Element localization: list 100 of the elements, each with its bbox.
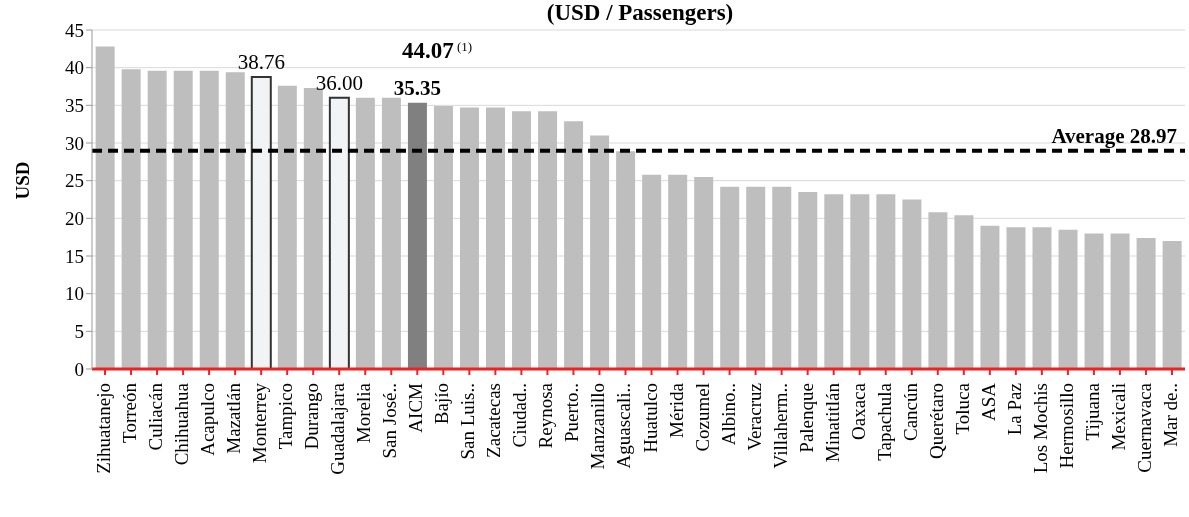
x-tick-label: Durango — [301, 383, 323, 450]
bar — [1006, 227, 1026, 369]
bar — [876, 194, 896, 369]
bar — [1084, 233, 1104, 369]
chart-title: (USD / Passengers) — [546, 0, 734, 25]
x-tick-label: Zihuatanejo — [93, 383, 115, 474]
ref-line-label: Average 28.97 — [1051, 123, 1177, 148]
bar — [277, 85, 297, 369]
data-label: 36.00 — [315, 70, 363, 95]
annotation: 44.07$^{(1)}$ — [401, 38, 473, 63]
x-tick-label: Tampico — [275, 383, 297, 450]
y-tick-label: 20 — [65, 208, 84, 230]
bar — [824, 194, 844, 369]
y-tick-label: 10 — [65, 283, 84, 305]
bar — [642, 174, 662, 369]
bar — [433, 106, 453, 369]
bar — [798, 191, 818, 369]
bar — [199, 70, 219, 369]
bar — [694, 176, 714, 369]
bar — [954, 215, 974, 369]
x-tick-label: Acapulco — [197, 383, 219, 456]
bar — [381, 97, 401, 369]
x-tick-label: Morelia — [353, 382, 375, 444]
bar — [590, 135, 610, 369]
bar — [1162, 240, 1182, 369]
x-tick-label: Mar de.. — [1159, 383, 1181, 447]
bar — [668, 174, 688, 369]
x-tick-label: Cozumel — [691, 383, 713, 452]
x-tick-label: Monterrey — [249, 382, 271, 464]
bar — [980, 225, 1000, 369]
x-tick-label: Tijuana — [1081, 382, 1103, 441]
bar — [173, 70, 193, 369]
x-tick-label: San José.. — [379, 383, 401, 459]
y-tick-label: 15 — [65, 245, 84, 267]
x-tick-label: Tapachula — [873, 382, 895, 461]
y-tick-label: 30 — [65, 132, 84, 154]
x-tick-label: AICM — [405, 382, 427, 433]
x-tick-label: Oaxaca — [847, 382, 869, 440]
bar — [1136, 237, 1156, 369]
x-tick-label: Torreón — [119, 382, 141, 443]
bar — [772, 186, 792, 369]
x-tick-label: Aguascali.. — [613, 383, 635, 469]
x-tick-label: Cuernavaca — [1133, 382, 1155, 473]
data-label: 35.35 — [393, 75, 442, 100]
bar — [850, 194, 870, 369]
y-tick-label: 40 — [65, 57, 84, 79]
x-tick-label: Manzanillo — [587, 383, 609, 470]
bar — [1110, 233, 1130, 369]
x-tick-label: Toluca — [951, 382, 973, 435]
y-tick-label: 35 — [65, 95, 84, 117]
x-tick-label: Ciudad.. — [509, 383, 531, 448]
x-tick-label: Hermosillo — [1055, 383, 1077, 469]
bar — [746, 186, 766, 369]
x-tick-label: Puerto.. — [561, 383, 583, 443]
bar — [902, 199, 922, 369]
x-tick-label: Villaherm.. — [769, 383, 791, 469]
bar — [486, 107, 505, 369]
bar — [303, 88, 323, 369]
x-tick-label: Veracruz — [743, 383, 765, 451]
y-tick-label: 25 — [65, 170, 84, 192]
bar — [147, 70, 167, 369]
x-tick-label: Mexicali — [1107, 383, 1129, 451]
y-tick-label: 5 — [74, 321, 84, 343]
y-tick-label: 45 — [65, 19, 84, 41]
bar — [225, 72, 245, 369]
x-tick-label: Querétaro — [925, 383, 947, 459]
x-tick-label: Cancún — [899, 382, 921, 442]
x-tick-label: La Paz — [1003, 383, 1025, 436]
x-tick-label: Zacatecas — [483, 383, 505, 458]
bar — [512, 111, 532, 369]
bar — [928, 212, 948, 369]
x-tick-label: ASA — [977, 382, 999, 422]
x-tick-label: Los Mochis — [1029, 383, 1051, 474]
bar — [564, 121, 584, 369]
x-tick-label: Minatitlán — [821, 382, 843, 463]
x-tick-label: Guadalajara — [327, 382, 349, 475]
x-tick-label: San Luis.. — [457, 383, 479, 460]
bar — [720, 186, 740, 369]
x-tick-label: Bajío — [431, 383, 453, 425]
x-tick-label: Mazatlán — [223, 382, 245, 454]
x-tick-label: Culiacán — [145, 382, 167, 451]
bar — [95, 46, 115, 369]
y-axis-title: USD — [11, 161, 33, 200]
x-tick-label: Palenque — [795, 383, 817, 453]
bar — [616, 151, 636, 369]
bar — [1032, 227, 1052, 369]
x-tick-label: Reynosa — [535, 382, 557, 449]
bar — [1058, 229, 1078, 369]
bar — [121, 69, 141, 369]
bar — [538, 111, 558, 369]
x-tick-label: Albino.. — [717, 383, 739, 446]
y-tick-label: 0 — [74, 358, 84, 380]
x-tick-label: Chihuahua — [171, 382, 193, 466]
bar — [407, 102, 427, 369]
bar — [328, 96, 350, 369]
x-tick-label: Mérida — [665, 382, 687, 438]
bar — [250, 76, 272, 369]
bar — [355, 97, 375, 369]
x-tick-label: Huatulco — [639, 383, 661, 453]
bar — [459, 107, 479, 369]
